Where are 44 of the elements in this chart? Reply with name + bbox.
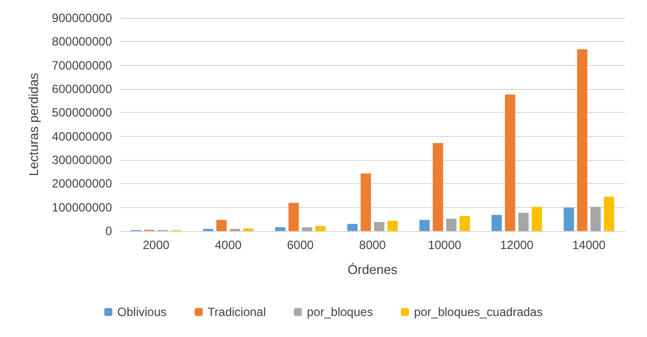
bar	[604, 196, 614, 231]
bar	[460, 216, 470, 231]
legend-label: Oblivious	[117, 305, 167, 319]
bar	[518, 212, 529, 231]
y-tick-label: 0	[105, 224, 112, 238]
bar	[492, 214, 502, 231]
bar	[302, 227, 312, 231]
bar	[577, 49, 588, 231]
x-tick-label: 6000	[287, 238, 314, 252]
y-tick-label: 700000000	[52, 58, 112, 72]
y-tick-label: 800000000	[52, 34, 112, 49]
x-tick-label: 8000	[359, 238, 386, 252]
bar	[564, 208, 574, 231]
x-tick-label: 2000	[142, 238, 170, 252]
y-tick-label: 100000000	[52, 200, 112, 214]
bar	[216, 220, 227, 231]
y-axis-title: Lecturas perdidas	[26, 72, 41, 176]
bar	[347, 224, 358, 231]
x-tick-label: 14000	[572, 238, 606, 252]
legend-label: Tradicional	[208, 305, 266, 319]
bar	[419, 220, 430, 231]
bar	[504, 94, 516, 231]
x-tick-label: 12000	[500, 238, 534, 252]
bar	[590, 206, 601, 231]
legend-label: por_bloques_cuadradas	[414, 305, 543, 319]
y-tick-label: 500000000	[52, 106, 112, 120]
bar	[432, 142, 444, 231]
bar	[387, 220, 398, 231]
x-tick-label: 10000	[428, 238, 462, 252]
bar	[446, 218, 456, 231]
bar	[315, 226, 326, 231]
bar	[288, 202, 299, 231]
y-tick-label: 200000000	[52, 176, 112, 191]
y-tick-label: 900000000	[52, 11, 112, 25]
y-tick-label: 300000000	[52, 153, 112, 167]
bar	[532, 206, 542, 231]
bar	[374, 222, 384, 231]
bar	[275, 227, 286, 231]
y-tick-label: 400000000	[52, 129, 112, 144]
bar	[360, 173, 371, 231]
x-axis-title: Órdenes	[348, 262, 398, 277]
legend-label: por_bloques	[306, 305, 373, 319]
y-tick-label: 600000000	[52, 82, 112, 96]
x-tick-label: 4000	[214, 238, 242, 252]
